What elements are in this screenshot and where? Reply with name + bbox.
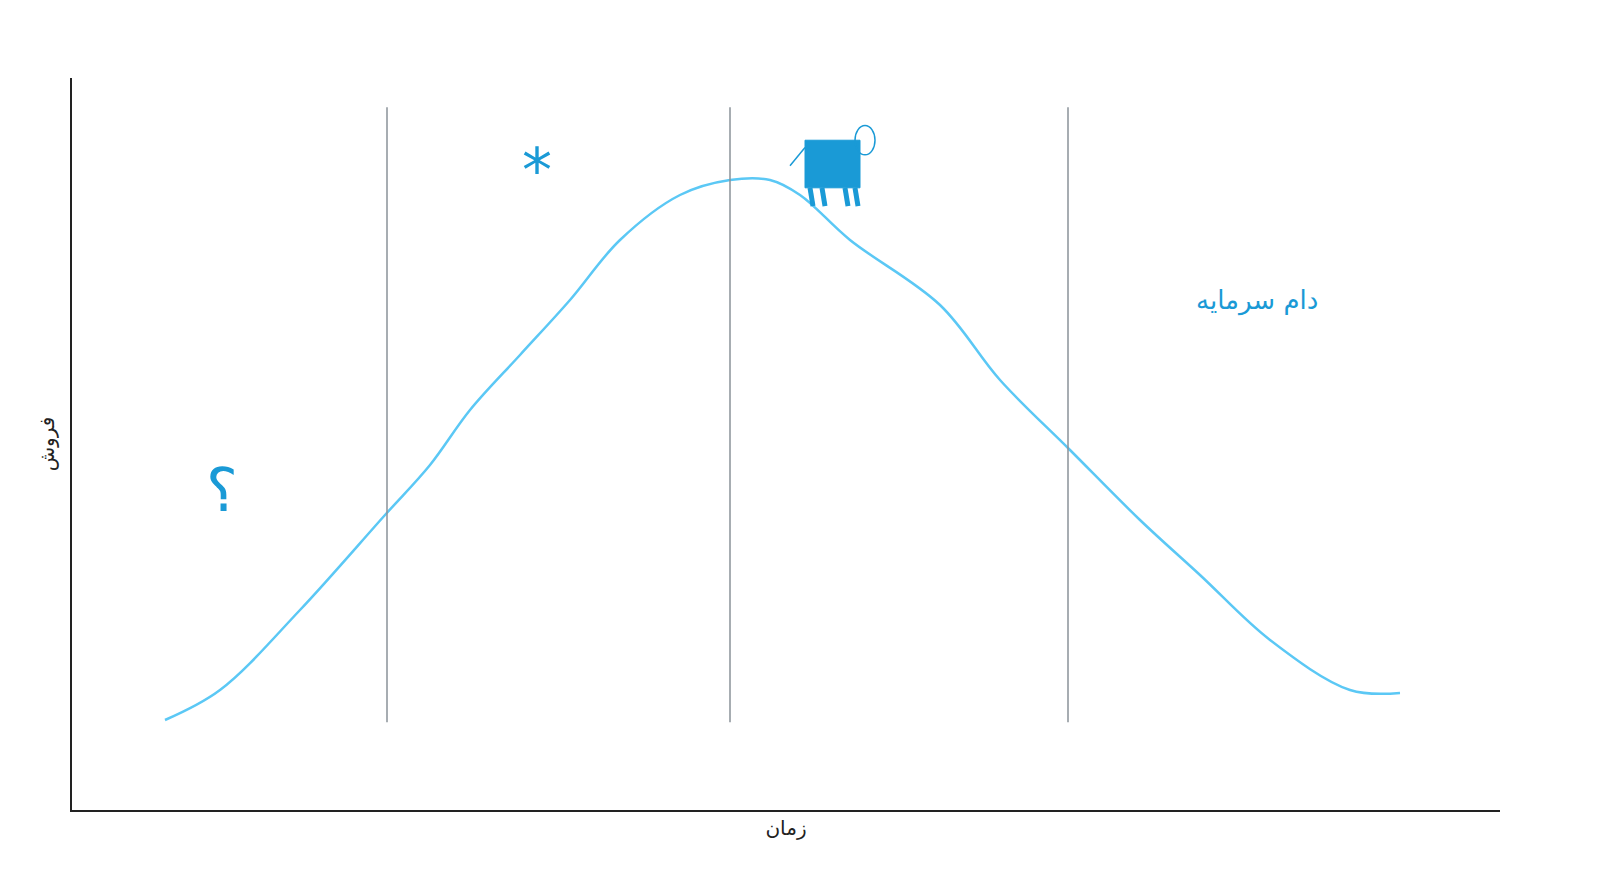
svg-text:*: *	[522, 135, 552, 205]
svg-text:زمان: زمان	[765, 816, 806, 840]
svg-text:؟: ؟	[206, 455, 238, 525]
svg-text:دام سرمایه: دام سرمایه	[1196, 285, 1318, 316]
svg-text:فروش: فروش	[35, 417, 59, 472]
